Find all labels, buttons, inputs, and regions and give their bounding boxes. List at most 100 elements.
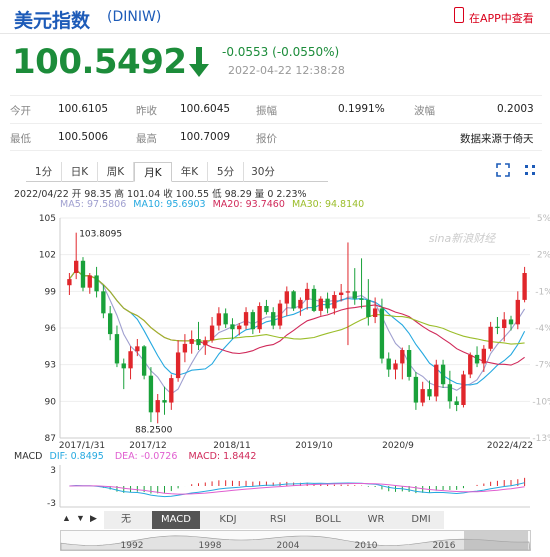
candle-body bbox=[94, 275, 99, 292]
y-tick-label: 96 bbox=[45, 324, 57, 334]
candle-body bbox=[440, 364, 446, 385]
ma-legend: MA5: 97.5806 MA10: 95.6903 MA20: 93.7460… bbox=[60, 199, 364, 210]
candle bbox=[128, 346, 133, 380]
candle bbox=[189, 330, 194, 354]
candle bbox=[345, 242, 351, 346]
indicator-wr[interactable]: WR bbox=[367, 514, 385, 525]
candle-body bbox=[345, 291, 351, 293]
macd-tick-label: -3 bbox=[47, 499, 56, 509]
indicator-rsi[interactable]: RSI bbox=[269, 514, 287, 525]
timeline-year-label: 1998 bbox=[199, 541, 222, 551]
candle bbox=[468, 352, 473, 379]
tab-year-k[interactable]: 年K bbox=[172, 162, 208, 182]
candle bbox=[393, 359, 398, 380]
macd-title: MACD bbox=[14, 451, 43, 462]
y-tick-label: 105 bbox=[39, 214, 56, 224]
timeline-year-label: 2004 bbox=[277, 541, 300, 551]
candle bbox=[440, 359, 446, 388]
candle bbox=[447, 370, 453, 409]
phone-icon[interactable] bbox=[454, 7, 464, 23]
fullscreen-icon[interactable] bbox=[496, 163, 510, 177]
indicator-none[interactable]: 无 bbox=[121, 514, 131, 525]
macd-chart[interactable]: 3 -3 bbox=[0, 461, 550, 511]
header-bar bbox=[0, 0, 550, 34]
candle bbox=[135, 339, 140, 357]
y-tick-label: 102 bbox=[39, 251, 56, 261]
tab-5min[interactable]: 5分 bbox=[208, 162, 244, 182]
candle-body bbox=[393, 363, 398, 370]
candle-body bbox=[488, 326, 493, 349]
candle-body bbox=[522, 273, 527, 300]
timeline-year-label: 2016 bbox=[433, 541, 456, 551]
timeline-navigator[interactable]: 1992 1998 2004 2010 2016 bbox=[60, 530, 532, 552]
candle bbox=[291, 290, 296, 311]
zoom-icon[interactable]: ▶ bbox=[90, 513, 97, 523]
candle bbox=[325, 292, 330, 314]
candle bbox=[114, 325, 120, 368]
ma5-line bbox=[68, 269, 526, 395]
stat-value-amplitude: 0.1991% bbox=[338, 103, 385, 115]
candle-body bbox=[515, 299, 520, 325]
scroll-left-icon[interactable]: ▲ bbox=[62, 513, 71, 523]
y-tick-label: 99 bbox=[45, 287, 57, 297]
candle bbox=[386, 352, 391, 377]
candlestick-chart[interactable]: 105 102 99 96 93 90 87 5% 2% -1% -4% -7% -10% -13% sin… bbox=[0, 210, 550, 450]
candle bbox=[461, 370, 466, 408]
candle-body bbox=[141, 346, 147, 376]
tab-day-k[interactable]: 日K bbox=[62, 162, 98, 182]
ma10-line bbox=[68, 269, 526, 386]
stat-label-high: 最高 bbox=[136, 133, 157, 145]
candle-body bbox=[291, 291, 296, 309]
x-tick-label: 2022/4/22 bbox=[487, 441, 533, 450]
stat-value-high: 100.7009 bbox=[180, 131, 231, 143]
candle-body bbox=[318, 298, 323, 311]
candle-body bbox=[203, 340, 208, 346]
tab-month-k[interactable]: 月K bbox=[134, 162, 172, 182]
candle bbox=[250, 309, 256, 335]
candle-body bbox=[80, 260, 86, 288]
indicator-macd[interactable]: MACD bbox=[152, 511, 200, 529]
ma10-label: MA10: 95.6903 bbox=[133, 199, 206, 210]
candle bbox=[379, 298, 385, 364]
candle bbox=[155, 394, 160, 424]
scroll-right-icon[interactable]: ▼ bbox=[76, 513, 85, 523]
indicator-kdj[interactable]: KDJ bbox=[219, 514, 237, 525]
stat-label-quote: 报价 bbox=[256, 133, 277, 145]
timeline-selection-handle bbox=[464, 531, 528, 550]
candle-body bbox=[359, 298, 364, 300]
candle bbox=[80, 257, 86, 292]
candle bbox=[372, 297, 378, 324]
tab-1min[interactable]: 1分 bbox=[26, 162, 62, 182]
candle bbox=[413, 372, 419, 410]
indicator-dmi[interactable]: DMI bbox=[411, 514, 431, 525]
stat-label-amplitude: 振幅 bbox=[256, 105, 277, 117]
indicator-boll[interactable]: BOLL bbox=[315, 514, 341, 525]
stat-label-open: 今开 bbox=[10, 105, 31, 117]
instrument-code: (DINIW) bbox=[107, 9, 162, 25]
settings-icon[interactable] bbox=[523, 163, 537, 177]
candle-body bbox=[67, 279, 72, 286]
candle bbox=[522, 266, 527, 303]
candle-body bbox=[182, 343, 188, 353]
candle-body bbox=[454, 401, 459, 405]
pct-tick-label: -13% bbox=[532, 434, 550, 444]
open-in-app-link[interactable]: 在APP中查看 bbox=[469, 12, 534, 25]
candle bbox=[175, 340, 181, 382]
candle bbox=[359, 258, 364, 309]
x-tick-label: 2017/1/31 bbox=[59, 441, 105, 450]
candle-body bbox=[162, 400, 167, 403]
tab-30min[interactable]: 30分 bbox=[251, 166, 275, 178]
candle bbox=[243, 307, 249, 330]
candle bbox=[434, 359, 439, 402]
candle-body bbox=[216, 313, 222, 326]
tab-week-k[interactable]: 周K bbox=[98, 162, 134, 182]
candle-body bbox=[338, 292, 344, 295]
stat-value-prev-close: 100.6045 bbox=[180, 103, 231, 115]
candle-body bbox=[325, 298, 330, 309]
candle-body bbox=[155, 400, 160, 413]
instrument-name: 美元指数 bbox=[14, 10, 91, 32]
dea-line bbox=[69, 483, 525, 495]
pct-tick-label: 5% bbox=[537, 214, 550, 224]
candle-body bbox=[87, 275, 92, 288]
candle-body bbox=[481, 348, 487, 364]
